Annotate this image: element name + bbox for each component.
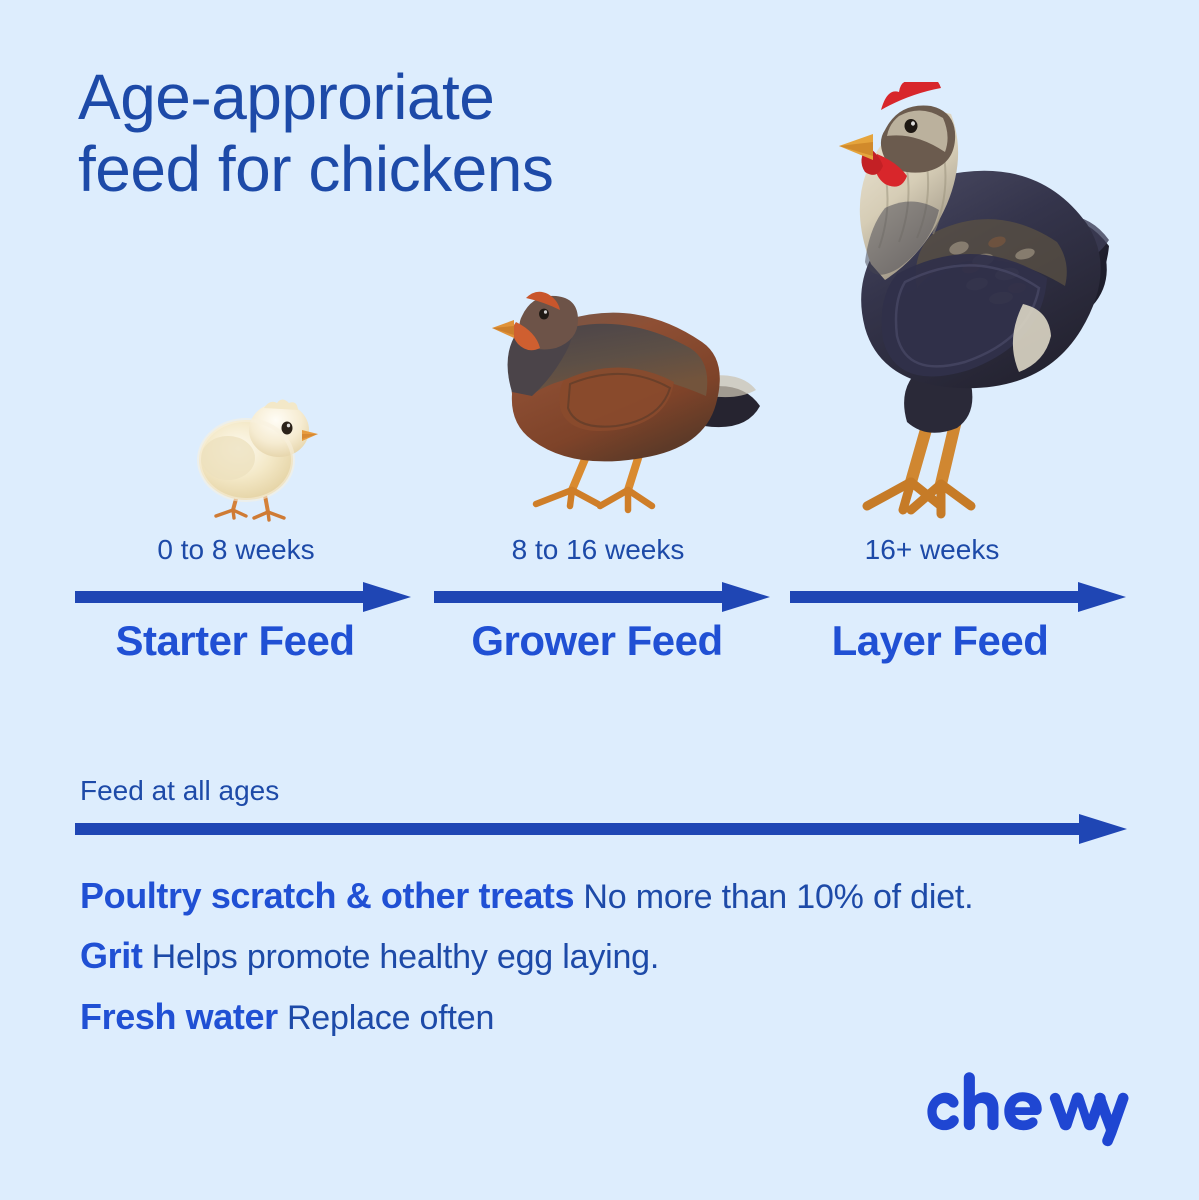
stage-starter: 0 to 8 weeks Starter Feed [75,536,411,676]
arrow-right-long-icon [75,814,1127,844]
stage-grower: 8 to 16 weeks Grower Feed [434,536,770,676]
fact-term: Poultry scratch & other treats [80,875,575,916]
fact-desc [278,999,287,1037]
fact-desc [142,938,151,976]
stage-age-label: 16+ weeks [864,534,1000,565]
all-ages-fact-list: Poultry scratch & other treats No more t… [80,875,1140,1037]
baby-chick-image [176,392,346,532]
fact-desc-text: No more than 10% of diet. [583,878,974,916]
page-title: Age-approriate feed for chickens [78,61,554,205]
fact-desc-text: Replace often [286,998,495,1037]
arrow-right-icon [790,582,1126,612]
chewy-logo: chewy [924,1070,1129,1148]
list-item: Poultry scratch & other treats No more t… [80,875,1140,916]
stage-feed-label: Grower Feed [471,617,723,664]
stage-layer: 16+ weeks Layer Feed [790,536,1126,676]
fact-desc-text: Helps promote healthy egg laying. [151,938,660,977]
stage-age-label: 0 to 8 weeks [157,534,315,565]
fact-term: Grit [80,935,143,977]
arrow-right-icon [75,582,411,612]
stage-feed-label: Starter Feed [115,617,355,664]
stage-feed-label: Layer Feed [831,617,1049,664]
arrow-right-icon [434,582,770,612]
list-item: Grit Helps promote healthy egg laying. [80,935,1140,977]
feed-at-all-ages-label: Feed at all ages [80,775,280,806]
stage-age-label: 8 to 16 weeks [511,534,685,565]
adult-hen-image [735,82,1135,532]
list-item: Fresh water Replace often [80,995,1140,1037]
fact-term: Fresh water [80,995,278,1037]
juvenile-pullet-image [440,276,780,532]
